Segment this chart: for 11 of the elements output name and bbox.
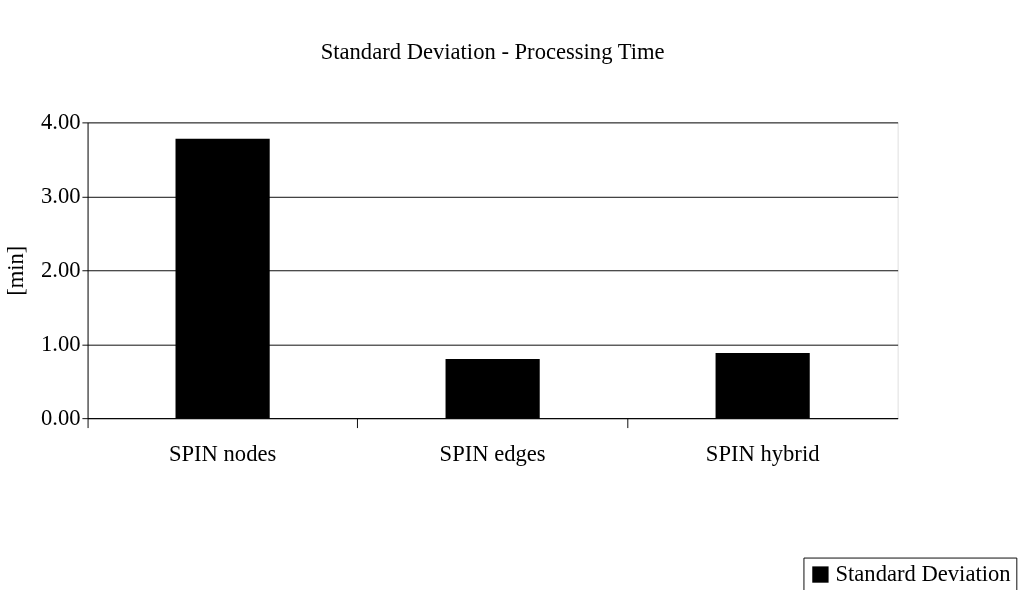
y-tick-label: 4.00	[40, 109, 81, 135]
x-tick-label: SPIN hybrid	[705, 441, 821, 467]
x-tick-label: SPIN edges	[439, 441, 546, 467]
y-tick-label: 1.00	[40, 331, 81, 357]
y-tick-label: 2.00	[40, 257, 81, 283]
chart-title: Standard Deviation - Processing Time	[320, 39, 665, 65]
y-tick-label: 0.00	[40, 405, 81, 431]
x-tick-label: SPIN nodes	[168, 441, 277, 467]
y-axis-title: [min]	[3, 245, 29, 296]
y-tick-label: 3.00	[40, 183, 81, 209]
legend-label: Standard Deviation	[835, 561, 1011, 587]
